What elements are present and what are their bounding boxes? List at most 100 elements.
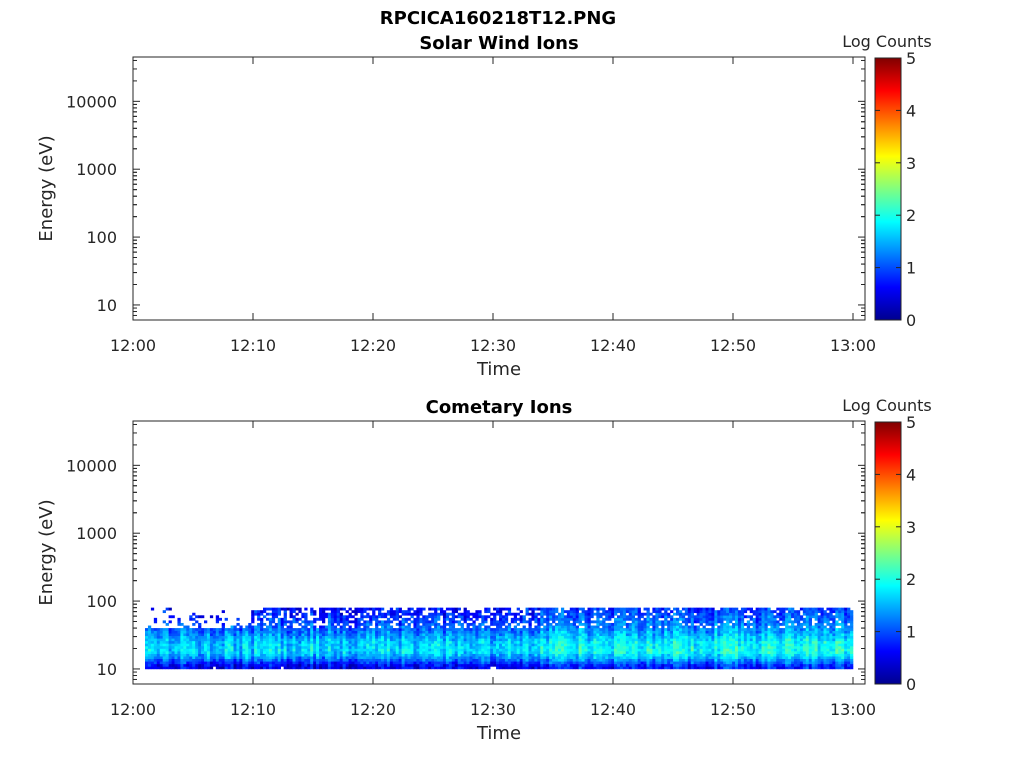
heatmap-cell bbox=[643, 630, 647, 634]
heatmap-cell bbox=[268, 666, 273, 670]
heatmap-cell bbox=[428, 638, 432, 642]
heatmap-cell bbox=[316, 635, 320, 639]
heatmap-cell bbox=[599, 653, 603, 657]
heatmap-cell bbox=[528, 628, 532, 631]
heatmap-cell bbox=[195, 666, 199, 670]
heatmap-cell bbox=[540, 643, 544, 647]
heatmap-cell bbox=[448, 645, 453, 649]
heatmap-cell bbox=[631, 635, 635, 639]
heatmap-cell bbox=[150, 633, 155, 637]
heatmap-cell bbox=[602, 620, 606, 624]
heatmap-cell bbox=[233, 638, 237, 642]
heatmap-cell bbox=[354, 648, 358, 652]
heatmap-cell bbox=[375, 643, 379, 647]
heatmap-cell bbox=[737, 666, 742, 670]
heatmap-cell bbox=[268, 622, 273, 626]
heatmap-cell bbox=[448, 612, 453, 616]
heatmap-cell bbox=[277, 648, 281, 652]
heatmap-cell bbox=[198, 630, 202, 634]
heatmap-cell bbox=[779, 628, 783, 631]
heatmap-cell bbox=[776, 620, 780, 624]
heatmap-cell bbox=[145, 661, 149, 665]
heatmap-cell bbox=[466, 625, 470, 629]
heatmap-cell bbox=[605, 625, 609, 629]
heatmap-cell bbox=[625, 651, 630, 654]
heatmap-cell bbox=[162, 628, 166, 631]
heatmap-cell bbox=[484, 648, 488, 652]
heatmap-cell bbox=[493, 653, 497, 657]
heatmap-cell bbox=[375, 645, 379, 649]
heatmap-cell bbox=[569, 635, 574, 639]
heatmap-cell bbox=[221, 630, 225, 634]
heatmap-cell bbox=[298, 635, 302, 639]
heatmap-cell bbox=[593, 625, 597, 629]
heatmap-cell bbox=[189, 666, 193, 670]
heatmap-cell bbox=[590, 620, 594, 624]
heatmap-cell bbox=[676, 645, 680, 649]
heatmap-cell bbox=[434, 617, 438, 621]
heatmap-cell bbox=[549, 633, 553, 637]
heatmap-cell bbox=[493, 630, 497, 634]
heatmap-cell bbox=[283, 630, 287, 634]
heatmap-cell bbox=[693, 643, 697, 647]
heatmap-cell bbox=[186, 658, 190, 662]
heatmap-cell bbox=[319, 640, 323, 644]
heatmap-cell bbox=[236, 617, 240, 621]
heatmap-cell bbox=[811, 640, 815, 644]
heatmap-cell bbox=[534, 625, 538, 629]
heatmap-cell bbox=[366, 653, 370, 657]
heatmap-cell bbox=[611, 615, 615, 619]
heatmap-cell bbox=[381, 620, 385, 624]
heatmap-cell bbox=[389, 638, 394, 642]
heatmap-cell bbox=[546, 663, 550, 667]
heatmap-cell bbox=[619, 643, 624, 647]
heatmap-cell bbox=[265, 648, 270, 652]
heatmap-cell bbox=[445, 633, 450, 637]
heatmap-cell bbox=[655, 653, 659, 657]
heatmap-cell bbox=[735, 630, 739, 634]
heatmap-cell bbox=[587, 622, 591, 626]
heatmap-cell bbox=[478, 610, 482, 614]
heatmap-cell bbox=[543, 651, 547, 654]
heatmap-cell bbox=[372, 633, 376, 637]
heatmap-cell bbox=[555, 625, 559, 629]
heatmap-cell bbox=[605, 661, 609, 665]
heatmap-cell bbox=[345, 643, 349, 647]
heatmap-cell bbox=[746, 648, 751, 652]
heatmap-cell bbox=[360, 656, 364, 660]
heatmap-cell bbox=[690, 607, 694, 611]
heatmap-cell bbox=[566, 648, 571, 652]
heatmap-cell bbox=[254, 640, 258, 644]
heatmap-cell bbox=[257, 661, 261, 665]
heatmap-cell bbox=[212, 638, 217, 642]
heatmap-cell bbox=[398, 651, 402, 654]
heatmap-cell bbox=[681, 633, 686, 637]
heatmap-cell bbox=[419, 643, 423, 647]
heatmap-cell bbox=[575, 653, 579, 657]
heatmap-cell bbox=[749, 658, 753, 662]
heatmap-cell bbox=[327, 617, 332, 621]
heatmap-cell bbox=[348, 645, 352, 649]
heatmap-cell bbox=[156, 640, 161, 644]
heatmap-cell bbox=[581, 607, 585, 611]
heatmap-cell bbox=[257, 625, 261, 629]
heatmap-cell bbox=[354, 635, 358, 639]
heatmap-cell bbox=[758, 648, 762, 652]
heatmap-cell bbox=[209, 628, 214, 631]
heatmap-cell bbox=[625, 645, 630, 649]
heatmap-cell bbox=[664, 633, 668, 637]
heatmap-cell bbox=[587, 640, 591, 644]
heatmap-cell bbox=[699, 610, 703, 614]
heatmap-cell bbox=[454, 653, 458, 657]
heatmap-cell bbox=[702, 651, 706, 654]
heatmap-cell bbox=[740, 661, 745, 665]
heatmap-cell bbox=[652, 653, 656, 657]
heatmap-cell bbox=[794, 648, 798, 652]
heatmap-cell bbox=[322, 661, 326, 665]
heatmap-cell bbox=[590, 628, 594, 631]
heatmap-cell bbox=[209, 635, 214, 639]
heatmap-cell bbox=[162, 643, 166, 647]
heatmap-cell bbox=[696, 628, 700, 631]
heatmap-cell bbox=[507, 633, 512, 637]
heatmap-cell bbox=[274, 663, 279, 667]
